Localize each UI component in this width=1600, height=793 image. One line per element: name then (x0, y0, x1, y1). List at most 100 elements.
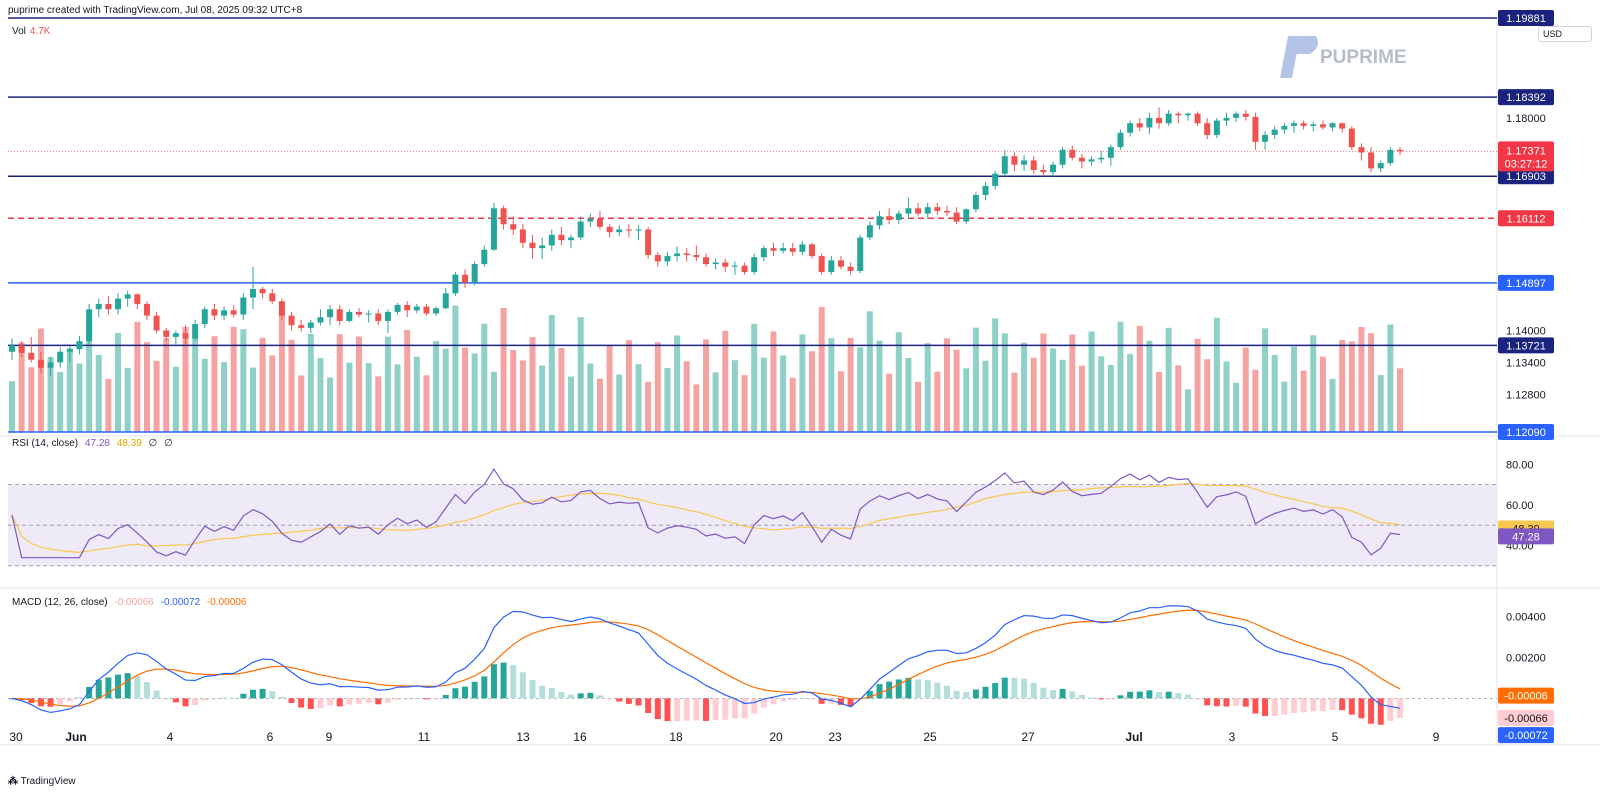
candle-body (1358, 147, 1365, 153)
macd-hist-bar (1329, 698, 1336, 710)
candle-body (943, 210, 950, 213)
volume-bar (1387, 324, 1394, 432)
watermark-text: PUPRIME (1320, 47, 1407, 68)
candle-body (703, 257, 709, 265)
volume-bar (307, 334, 314, 432)
macd-hist-bar (712, 698, 719, 721)
volume-bar (1078, 365, 1085, 432)
volume-bar (1127, 353, 1134, 432)
logo-mark (1280, 36, 1300, 78)
macd-hist-value: -0.00066 (114, 597, 154, 608)
volume-bar (105, 379, 112, 432)
tag-text: -0.00066 (1504, 713, 1547, 725)
macd-hist-bar (539, 685, 546, 699)
macd-hist-bar (818, 698, 825, 704)
level-tag: 1.14897 (1498, 274, 1554, 291)
volume-bar (548, 315, 555, 432)
candle-body (298, 325, 305, 328)
volume-bar (1050, 348, 1056, 432)
candle-body (1213, 120, 1220, 135)
candle-body (963, 209, 970, 222)
macd-hist-bar (799, 697, 806, 699)
candle-body (95, 303, 102, 310)
macd-hist-bar (317, 698, 324, 709)
candle-body (1262, 134, 1269, 142)
volume-value: 4.7K (29, 26, 51, 37)
candle-body (1368, 152, 1375, 169)
macd-hist-bar (1021, 678, 1028, 699)
macd-hist-bar (86, 686, 93, 699)
volume-bar (76, 363, 83, 432)
macd-hist-bar (809, 698, 816, 700)
macd-hist-bar (886, 681, 893, 699)
candle-body (664, 256, 671, 262)
volume-bar (278, 307, 285, 432)
candle-body (1059, 149, 1066, 165)
macd-hist-bar (847, 698, 854, 707)
candle-body (442, 293, 449, 309)
candle-body (847, 266, 854, 271)
candle-body (1387, 149, 1394, 164)
candle-body (1069, 149, 1076, 158)
level-tag: 1.12090 (1498, 424, 1554, 440)
currency-selector[interactable]: USD (1538, 26, 1592, 42)
volume-bar (1088, 331, 1095, 432)
tag-text: -0.00006 (1504, 691, 1547, 703)
candle-body (1252, 116, 1259, 142)
macd-hist-bar (269, 691, 276, 699)
time-tick-label: 25 (923, 730, 937, 744)
macd-hist-bar (548, 687, 555, 699)
volume-bar (384, 336, 391, 432)
candle-body (915, 208, 922, 214)
candle-body (1319, 124, 1326, 128)
macd-hist-bar (510, 665, 517, 699)
rsi-line (11, 467, 1401, 559)
macd-hist-bar (654, 698, 661, 720)
volume-bar (404, 330, 411, 432)
macd-hist-bar (1300, 698, 1307, 713)
volume-bar (1252, 369, 1259, 432)
time-tick-label: 18 (669, 730, 683, 744)
macd-hist-bar (558, 691, 565, 699)
time-tick-label: 9 (1433, 730, 1440, 744)
volume-bar (365, 363, 372, 432)
candle-body (346, 311, 353, 321)
macd-hist-bar (1040, 687, 1047, 699)
volume-bar (500, 308, 507, 432)
candle-body (1223, 117, 1230, 121)
volume-bar (37, 328, 44, 432)
candle-body (452, 274, 459, 294)
macd-hist-bar (1377, 698, 1384, 725)
candle-body (654, 255, 661, 262)
tag-bg (1498, 89, 1554, 106)
volume-bar (1069, 334, 1076, 432)
candle-body (490, 208, 497, 250)
candle-body (577, 221, 584, 238)
volume-bar (172, 366, 179, 432)
volume-bar (568, 376, 575, 432)
puprime-watermark: PUPRIME (1280, 36, 1407, 78)
volume-bar (1358, 327, 1365, 432)
macd-hist-bar (404, 698, 411, 700)
volume-bar (115, 333, 122, 432)
volume-bar (529, 337, 536, 432)
macd-hist-bar (519, 672, 526, 699)
volume-bar (249, 367, 256, 432)
volume-legend: Vol 4.7K (12, 26, 50, 37)
macd-signal-value: -0.00006 (206, 597, 247, 608)
candle-body (1088, 159, 1095, 162)
candle-body (895, 213, 902, 220)
price-tick-label: 1.14000 (1506, 325, 1546, 337)
macd-value-tag: -0.00072 (1498, 727, 1554, 744)
volume-bar (751, 323, 758, 432)
candle-body (221, 310, 228, 316)
candle-body (124, 294, 131, 299)
volume-bar (992, 318, 999, 432)
price-tick-label: 1.13400 (1506, 357, 1546, 369)
volume-bar (809, 351, 816, 432)
volume-bar (953, 349, 960, 432)
candle-body (1040, 169, 1047, 173)
macd-hist-bar (1030, 683, 1037, 699)
volume-bar (1368, 333, 1375, 432)
